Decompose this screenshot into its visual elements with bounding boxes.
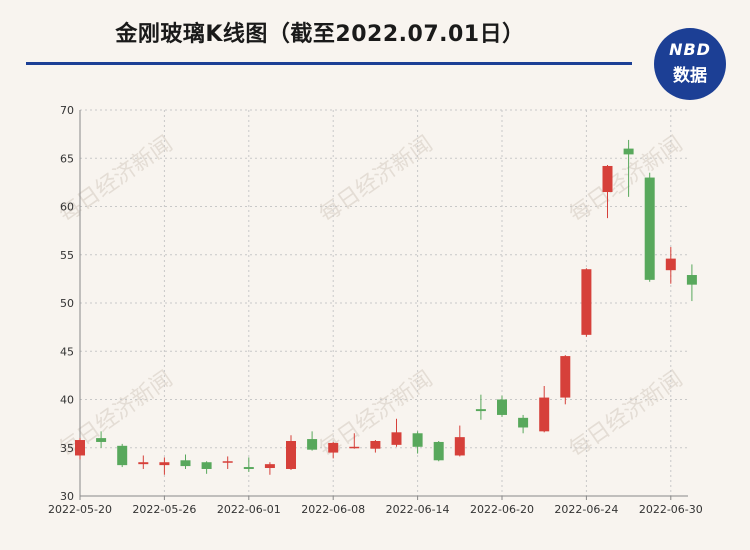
candle-body	[560, 356, 571, 398]
candle-down	[686, 264, 697, 302]
nbd-logo: NBD 数据	[654, 28, 726, 100]
candle-body	[328, 442, 339, 453]
candle-down	[623, 139, 634, 197]
candles	[75, 139, 697, 475]
y-axis-labels: 30 35 40 45 50 55 60 65 70	[60, 104, 74, 503]
candle-body	[623, 148, 634, 155]
candle-down	[180, 454, 191, 469]
candle-up	[159, 457, 170, 475]
candle-body	[243, 467, 254, 469]
candle-body	[96, 438, 107, 442]
candle-down	[475, 394, 486, 420]
candle-up	[539, 385, 550, 433]
x-axis-labels: 2022-05-20 2022-05-26 2022-06-01 2022-06-08…	[48, 496, 703, 516]
candle-body	[454, 437, 465, 456]
candle-body	[433, 441, 444, 461]
candle-body	[412, 433, 423, 447]
y-tick-label: 65	[60, 152, 74, 165]
candle-body	[497, 399, 507, 415]
candle-down	[433, 440, 444, 462]
candle-body	[307, 439, 318, 450]
x-tick-label: 2022-05-20	[48, 503, 112, 516]
logo-text-data: 数据	[673, 66, 707, 86]
candle-body	[349, 446, 360, 449]
y-tick-label: 40	[60, 394, 74, 407]
candle-down	[307, 431, 318, 451]
candle-body	[518, 417, 529, 428]
candle-body	[539, 397, 550, 432]
y-tick-label: 50	[60, 297, 74, 310]
candle-down	[117, 443, 128, 468]
candle-up	[391, 418, 402, 447]
candle-up	[560, 355, 571, 405]
watermark-text: 每日经济新闻	[565, 132, 687, 228]
candle-body	[665, 258, 676, 271]
candle-body	[159, 462, 170, 466]
candle-down	[201, 461, 212, 474]
candle-body	[686, 275, 697, 285]
candle-down	[518, 414, 529, 434]
x-tick-label: 2022-06-24	[554, 503, 618, 516]
candle-body	[222, 461, 233, 463]
candle-body	[201, 462, 212, 469]
candle-up	[286, 435, 296, 470]
watermark-text: 每日经济新闻	[565, 367, 687, 463]
candle-down	[644, 172, 655, 282]
x-tick-label: 2022-06-30	[639, 503, 703, 516]
logo-text-nbd: NBD	[669, 40, 711, 59]
y-tick-label: 60	[60, 201, 74, 214]
candle-down	[96, 431, 107, 448]
candle-up	[665, 247, 676, 284]
y-tick-label: 35	[60, 442, 74, 455]
candle-body	[391, 432, 402, 445]
candle-body	[602, 165, 613, 193]
candle-down	[243, 457, 254, 472]
chart-title: 金刚玻璃K线图（截至2022.07.01日）	[115, 22, 525, 47]
candle-down	[412, 431, 423, 454]
candle-body	[117, 445, 128, 466]
candle-up	[602, 165, 613, 219]
candle-up	[454, 425, 465, 457]
candle-up	[75, 438, 85, 460]
candle-up	[349, 433, 360, 449]
candle-body	[475, 409, 486, 412]
candle-body	[180, 460, 191, 467]
candle-up	[264, 462, 275, 475]
grid-lines	[79, 109, 688, 496]
candle-body	[581, 269, 592, 335]
candle-body	[138, 462, 149, 465]
candle-body	[75, 440, 85, 456]
y-tick-label: 30	[60, 490, 74, 503]
y-tick-label: 45	[60, 345, 74, 358]
x-tick-label: 2022-06-20	[470, 503, 534, 516]
candle-up	[581, 268, 592, 337]
candle-body	[264, 464, 275, 469]
y-tick-label: 70	[60, 104, 74, 117]
candle-up	[222, 456, 233, 469]
candle-body	[370, 440, 381, 449]
x-tick-label: 2022-06-08	[301, 503, 365, 516]
x-tick-label: 2022-06-01	[217, 503, 281, 516]
candle-up	[370, 440, 381, 453]
x-tick-label: 2022-06-14	[386, 503, 450, 516]
candle-down	[497, 395, 507, 417]
title-underline	[26, 62, 632, 65]
candle-body	[286, 440, 296, 469]
y-tick-label: 55	[60, 249, 74, 262]
candle-up	[138, 455, 149, 469]
x-tick-label: 2022-05-26	[132, 503, 196, 516]
candle-body	[644, 177, 655, 280]
candle-up	[328, 441, 339, 459]
